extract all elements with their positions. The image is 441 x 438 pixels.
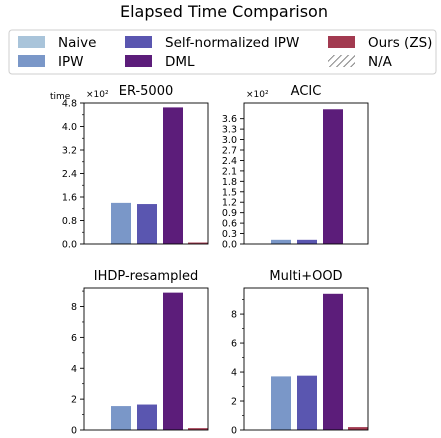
- y-tick-label: 0.8: [62, 216, 77, 227]
- y-tick-label: 2.4: [222, 156, 237, 167]
- bar-self-normalized-ipw: [137, 204, 157, 244]
- y-tick-label: 2: [71, 395, 77, 406]
- legend: Naive IPW Self-normalized IPW DML Ours (ZS) N…: [8, 29, 437, 75]
- y-tick-label: 4: [71, 364, 77, 375]
- y-axis-label: time: [50, 92, 71, 102]
- bar-self-normalized-ipw: [297, 239, 317, 244]
- y-tick-label: 6: [71, 333, 77, 344]
- panel-er-5000: 0.0 0.8 1.6 2.4 3.2 4.0 4.8 ER-5000 ×10² time: [50, 84, 209, 251]
- y-tick-label: 6: [231, 339, 237, 350]
- y-tick-label: 1.6: [62, 193, 77, 204]
- legend-item-ours-zs: Ours (ZS): [328, 35, 432, 51]
- y-tick-label: 3.0: [222, 135, 237, 146]
- y-tick-label: 8: [71, 302, 77, 313]
- y-tick-label: 4.8: [62, 99, 77, 110]
- y-tick-label: 1.8: [222, 177, 237, 188]
- bar-ipw: [111, 406, 131, 430]
- y-exponent-label: ×10²: [86, 90, 109, 100]
- legend-item-naive: Naive: [18, 35, 96, 51]
- bar-dml: [323, 293, 343, 430]
- panel-acic: 0.00.30.60.91.21.51.82.12.42.73.03.33.6 A…: [222, 84, 369, 251]
- bar-dml: [323, 109, 343, 245]
- y-tick-label: 2.7: [222, 146, 237, 157]
- legend-swatch-self-normalized-ipw: [125, 36, 152, 48]
- legend-label-ours-zs: Ours (ZS): [368, 35, 432, 51]
- y-tick-label: 0: [231, 426, 237, 437]
- bar-ours-zs: [348, 427, 368, 430]
- legend-label-dml: DML: [165, 54, 195, 70]
- legend-label-n-a: N/A: [368, 54, 393, 70]
- y-tick-label: 1.2: [222, 198, 237, 209]
- legend-label-naive: Naive: [58, 35, 96, 51]
- y-tick-label: 1.5: [222, 187, 237, 198]
- legend-swatch-naive: [18, 36, 45, 48]
- y-tick-label: 4.0: [62, 122, 77, 133]
- bar-ours-zs: [188, 242, 208, 244]
- legend-swatch-ours-zs: [328, 36, 355, 48]
- panel-multi-ood: 0 2 4 6 8 Multi+OOD: [231, 269, 369, 437]
- y-tick-label: 0.0: [222, 240, 237, 251]
- y-tick-label: 2: [231, 397, 237, 408]
- y-tick-label: 4: [231, 368, 237, 379]
- bar-dml: [163, 107, 183, 244]
- y-tick-label: 2.1: [222, 166, 237, 177]
- legend-swatch-dml: [125, 55, 152, 67]
- bar-self-normalized-ipw: [137, 404, 157, 430]
- legend-item-ipw: IPW: [18, 54, 83, 70]
- y-tick-label: 2.4: [62, 169, 77, 180]
- y-exponent-label: ×10²: [246, 90, 269, 100]
- y-tick-label: 0.0: [62, 240, 77, 251]
- y-tick-label: 0: [71, 426, 77, 437]
- legend-item-self-normalized-ipw: Self-normalized IPW: [125, 35, 299, 51]
- panel-title: ACIC: [291, 84, 322, 99]
- bar-ours-zs: [188, 428, 208, 430]
- y-tick-label: 0.9: [222, 208, 237, 219]
- y-tick-label: 8: [231, 310, 237, 321]
- y-tick-label: 0.3: [222, 229, 237, 240]
- legend-item-n-a: N/A: [328, 54, 393, 70]
- legend-label-ipw: IPW: [58, 54, 83, 70]
- bar-ipw: [271, 239, 291, 244]
- bar-self-normalized-ipw: [297, 375, 317, 430]
- y-tick-label: 3.6: [222, 114, 237, 125]
- y-tick-label: 3.3: [222, 125, 237, 136]
- bar-ipw: [111, 202, 131, 244]
- legend-swatch-n-a: [328, 55, 355, 67]
- legend-item-dml: DML: [125, 54, 195, 70]
- panel-ihdp-resampled: 0 2 4 6 8 IHDP-resampled: [71, 269, 209, 437]
- legend-label-self-normalized-ipw: Self-normalized IPW: [165, 35, 299, 51]
- panel-title: IHDP-resampled: [94, 269, 198, 284]
- panel-title: Multi+OOD: [269, 269, 342, 284]
- figure-title: Elapsed Time Comparison: [120, 2, 328, 21]
- y-tick-label: 0.6: [222, 219, 237, 230]
- axes-frame: [83, 287, 209, 431]
- axes-frame: [243, 287, 369, 431]
- axes-frame: [243, 102, 369, 245]
- bar-ipw: [271, 376, 291, 430]
- panel-title: ER-5000: [119, 84, 174, 99]
- legend-swatch-ipw: [18, 55, 45, 67]
- bar-dml: [163, 292, 183, 430]
- y-tick-label: 3.2: [62, 146, 77, 157]
